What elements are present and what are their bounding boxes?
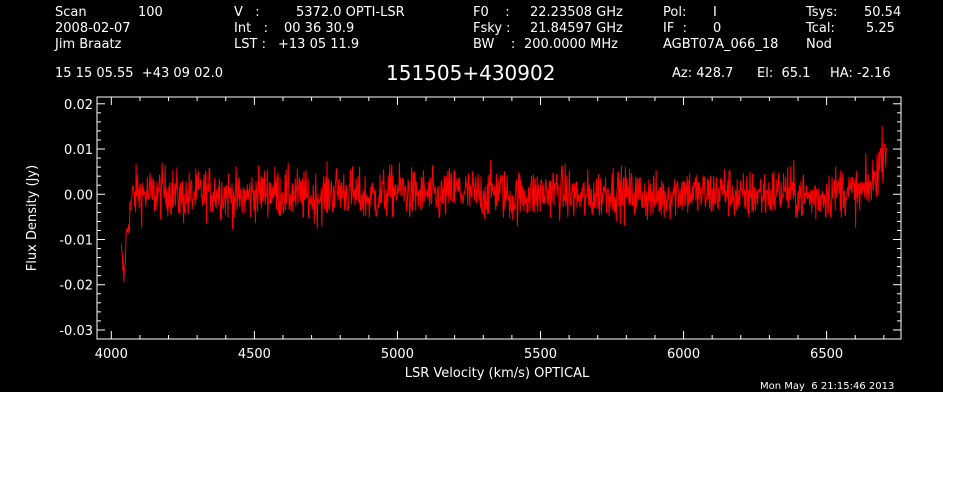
hour-angle: HA: -2.16: [830, 66, 891, 81]
int-value: 00 36 30.9: [284, 21, 355, 36]
lst-label: LST :: [234, 37, 266, 52]
y-tick-label: 0.02: [64, 98, 93, 113]
observer: Jim Braatz: [55, 37, 122, 52]
if-value: 0: [713, 21, 722, 36]
tcal-value: 5.25: [866, 21, 895, 36]
lst-value: +13 05 11.9: [278, 37, 360, 52]
series-line-flux: [120, 125, 888, 283]
v-value: 5372.0 OPTI-LSR: [296, 5, 405, 20]
x-tick-label: 4500: [238, 347, 271, 362]
tsys-label: Tsys:: [806, 5, 838, 20]
project-id: AGBT07A_066_18: [663, 37, 779, 52]
pol-value: I: [713, 5, 717, 20]
scan-value: 100: [138, 5, 163, 20]
scan-label: Scan: [55, 5, 87, 20]
fsky-label: Fsky :: [473, 21, 511, 36]
x-axis-label: LSR Velocity (km/s) OPTICAL: [405, 366, 590, 381]
tcal-label: Tcal:: [806, 21, 835, 36]
obs-date: 2008-02-07: [55, 21, 131, 36]
spectrum-chart: 4000 4500 5000 5500 6000 6500 0.02 0.01 0.00 -0.…: [25, 96, 902, 381]
coordinates: 15 15 05.55 +43 09 02.0: [55, 66, 224, 81]
y-tick-label: -0.01: [59, 233, 93, 248]
elevation: El: 65.1: [757, 66, 811, 81]
plot-frame: [96, 96, 902, 340]
y-tick-labels: 0.02 0.01 0.00 -0.01 -0.02 -0.03: [59, 98, 93, 339]
axis-ticks: [97, 97, 901, 340]
x-tick-label: 5000: [381, 347, 414, 362]
obs-mode: Nod: [806, 37, 832, 52]
y-tick-label: 0.01: [64, 143, 93, 158]
bw-label: BW :: [473, 37, 516, 52]
pol-label: Pol:: [663, 5, 687, 20]
x-tick-label: 5500: [524, 347, 557, 362]
source-name: 151505+430902: [386, 61, 556, 85]
spectrum-panel: Scan 100 2008-02-07 Jim Braatz V : 5372.…: [0, 0, 943, 392]
y-tick-label: -0.02: [59, 279, 93, 294]
x-tick-labels: 4000 4500 5000 5500 6000 6500: [95, 347, 843, 362]
azimuth: Az: 428.7: [672, 66, 734, 81]
f0-value: 22.23508 GHz: [530, 5, 623, 20]
if-label: IF :: [663, 21, 687, 36]
y-tick-label: -0.03: [59, 324, 93, 339]
y-tick-label: 0.00: [64, 188, 93, 203]
v-label: V :: [234, 5, 260, 20]
timestamp: Mon May 6 21:15:46 2013: [760, 381, 895, 392]
x-tick-label: 6500: [810, 347, 843, 362]
f0-label: F0 :: [473, 5, 510, 20]
bw-value: 200.0000 MHz: [524, 37, 618, 52]
fsky-value: 21.84597 GHz: [530, 21, 623, 36]
tsys-value: 50.54: [864, 5, 902, 20]
x-tick-label: 6000: [667, 347, 700, 362]
y-axis-label: Flux Density (Jy): [25, 165, 40, 271]
x-tick-label: 4000: [95, 347, 128, 362]
int-label: Int :: [234, 21, 268, 36]
